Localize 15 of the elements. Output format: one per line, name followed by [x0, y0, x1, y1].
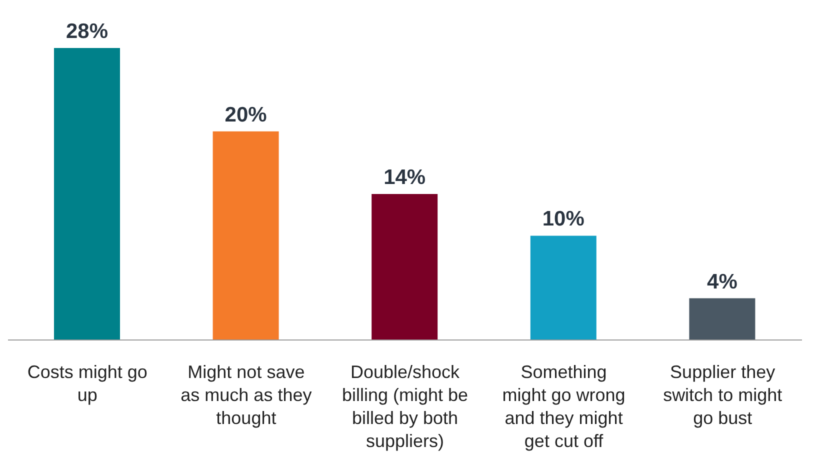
- bar: [530, 236, 596, 340]
- data-label: 10%: [542, 208, 585, 231]
- data-label: 14%: [384, 166, 426, 189]
- bar: [54, 48, 120, 340]
- x-tick-label: Might not save as much as they thought: [180, 362, 312, 428]
- bar: [372, 194, 438, 340]
- bar: [689, 298, 756, 340]
- data-label: 20%: [224, 103, 268, 126]
- x-tick-label: Costs might go up: [27, 362, 148, 405]
- data-label: 4%: [707, 270, 738, 294]
- data-label: 28%: [66, 20, 108, 43]
- x-tick-label: Double/shock billing (might be billed by both suppliers): [342, 362, 468, 451]
- bar: [212, 131, 279, 340]
- x-tick-label: Something might go wrong and they might get cut off: [502, 362, 626, 451]
- x-tick-label: Supplier they switch to might go bust: [663, 362, 782, 428]
